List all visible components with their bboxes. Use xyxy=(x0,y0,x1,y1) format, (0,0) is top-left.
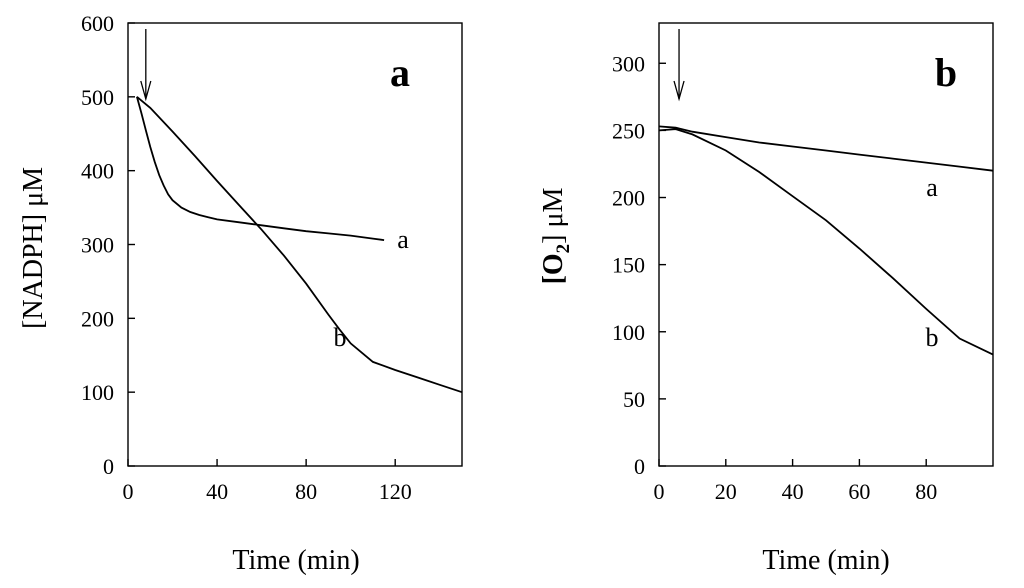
panel-b-x-tick-label: 80 xyxy=(915,479,937,504)
panel-b-curve-label-a: a xyxy=(926,173,938,202)
panel-a-y-tick-label: 400 xyxy=(81,159,114,184)
panel-a-curve-label-b: b xyxy=(334,323,347,352)
panel-a-y-tick-label: 0 xyxy=(103,454,114,479)
panel-b-y-tick-label: 100 xyxy=(612,320,645,345)
panel-b-x-axis-label: Time (min) xyxy=(762,545,889,576)
panel-b-x-tick-label: 60 xyxy=(848,479,870,504)
panel-a-x-ticks: 0 40 80 120 xyxy=(123,459,412,504)
panel-a-y-tick-label: 100 xyxy=(81,380,114,405)
panel-a-y-tick-label: 500 xyxy=(81,85,114,110)
panel-b-y-tick-label: 50 xyxy=(623,387,645,412)
panel-a-arrow-head xyxy=(140,80,152,102)
panel-a-y-ticks: 0 100 200 300 400 500 600 xyxy=(81,11,135,479)
panel-b-y-tick-label: 0 xyxy=(634,454,645,479)
panel-b-curve-a xyxy=(658,125,994,172)
panel-a-y-tick-label: 300 xyxy=(81,233,114,258)
panel-b-x-tick-label: 0 xyxy=(654,479,665,504)
panel-b-curve-label-b: b xyxy=(926,323,939,352)
panel-b-y-label-tail: ] μM xyxy=(538,187,569,243)
panel-a-curve-a xyxy=(136,96,385,241)
panel-b-arrow-head xyxy=(673,80,685,102)
panel-a-curve-b xyxy=(136,96,463,394)
panel-b-y-ticks: 0 50 100 150 200 250 300 xyxy=(612,51,666,479)
panel-a-y-tick-label: 200 xyxy=(81,306,114,331)
panel-b-curves xyxy=(658,125,994,356)
panel-a-plot-frame xyxy=(127,22,463,467)
panel-b-y-tick-label: 250 xyxy=(612,118,645,143)
panel-a-curves xyxy=(136,96,463,394)
panel-b-x-tick-label: 20 xyxy=(715,479,737,504)
panel-b-x-ticks: 0 20 40 60 80 xyxy=(654,459,937,504)
panel-a-letter: a xyxy=(390,50,410,95)
panel-a-y-tick-label: 600 xyxy=(81,11,114,36)
panel-a-x-tick-label: 40 xyxy=(206,479,228,504)
panel-b-injection-arrow xyxy=(673,29,685,102)
panel-b-y-tick-label: 150 xyxy=(612,253,645,278)
panel-a: 0 40 80 120 0 100 200 300 400 500 600 a a b Time … xyxy=(18,11,463,576)
panel-b-y-tick-label: 200 xyxy=(612,186,645,211)
panel-a-x-tick-label: 0 xyxy=(123,479,134,504)
panel-b-x-tick-label: 40 xyxy=(782,479,804,504)
panel-b-y-tick-label: 300 xyxy=(612,51,645,76)
panel-b-y-axis-label: [O2] μM xyxy=(538,187,574,284)
panel-b-letter: b xyxy=(935,50,957,95)
panel-b-curve-b xyxy=(658,128,994,356)
panel-a-y-axis-label: [NADPH] μM xyxy=(18,167,49,329)
panel-a-x-tick-label: 120 xyxy=(379,479,412,504)
panel-a-curve-label-a: a xyxy=(397,225,409,254)
panel-b-y-label-sub: 2 xyxy=(553,244,574,254)
panel-a-x-tick-label: 80 xyxy=(295,479,317,504)
panel-a-injection-arrow xyxy=(140,29,152,102)
panel-a-x-axis-label: Time (min) xyxy=(232,545,359,576)
panel-b-y-label-main: [O xyxy=(538,253,569,284)
panel-b: 0 20 40 60 80 0 50 100 150 200 250 300 b a b Time … xyxy=(538,22,994,576)
panel-b-plot-frame xyxy=(658,22,994,467)
